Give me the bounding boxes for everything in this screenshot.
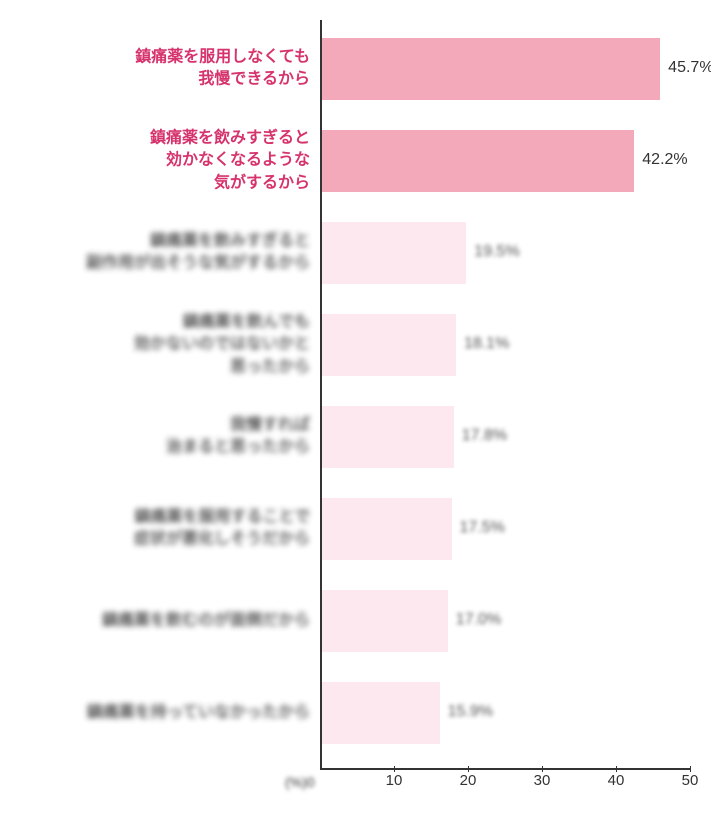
x-tick-label: 30 bbox=[534, 772, 551, 789]
bar-value: 15.9% bbox=[448, 703, 493, 721]
x-tick-label: 40 bbox=[608, 772, 625, 789]
bar-label: 鎮痛薬を持っていなかったから bbox=[10, 702, 310, 724]
bar-label: 鎮痛薬を飲むのが面倒だから bbox=[10, 610, 310, 632]
x-unit-label: (%)0 bbox=[285, 774, 315, 790]
bar bbox=[322, 130, 634, 192]
horizontal-bar-chart: 鎮痛薬を服用しなくても 我慢できるから45.7%鎮痛薬を飲みすぎると 効かなくな… bbox=[10, 20, 700, 820]
bar-label: 鎮痛薬を飲んでも 効かないのではないかと 思ったから bbox=[10, 311, 310, 378]
bar bbox=[322, 682, 440, 744]
bar-label: 我慢すれば 治まると思ったから bbox=[10, 415, 310, 460]
bar bbox=[322, 590, 448, 652]
bar bbox=[322, 498, 452, 560]
bar bbox=[322, 38, 660, 100]
x-tick-label: 50 bbox=[682, 772, 699, 789]
bar-value: 19.5% bbox=[474, 243, 519, 261]
x-tick-label: 20 bbox=[460, 772, 477, 789]
bar-value: 42.2% bbox=[642, 151, 687, 169]
bar bbox=[322, 314, 456, 376]
x-tick-label: 10 bbox=[386, 772, 403, 789]
bar-label: 鎮痛薬を服用することで 症状が悪化しそうだから bbox=[10, 507, 310, 552]
bar-label: 鎮痛薬を飲みすぎると 効かなくなるような 気がするから bbox=[10, 127, 310, 194]
x-axis: 10 20 30 40 50 bbox=[320, 772, 700, 812]
bar-value: 45.7% bbox=[668, 59, 711, 77]
bar-label: 鎮痛薬を飲みすぎると 副作用が出そうな気がするから bbox=[10, 231, 310, 276]
bar-value: 17.5% bbox=[460, 519, 505, 537]
bar-value: 18.1% bbox=[464, 335, 509, 353]
bar-value: 17.8% bbox=[462, 427, 507, 445]
bar-value: 17.0% bbox=[456, 611, 501, 629]
bar bbox=[322, 222, 466, 284]
bar-label: 鎮痛薬を服用しなくても 我慢できるから bbox=[10, 47, 310, 92]
bar bbox=[322, 406, 454, 468]
